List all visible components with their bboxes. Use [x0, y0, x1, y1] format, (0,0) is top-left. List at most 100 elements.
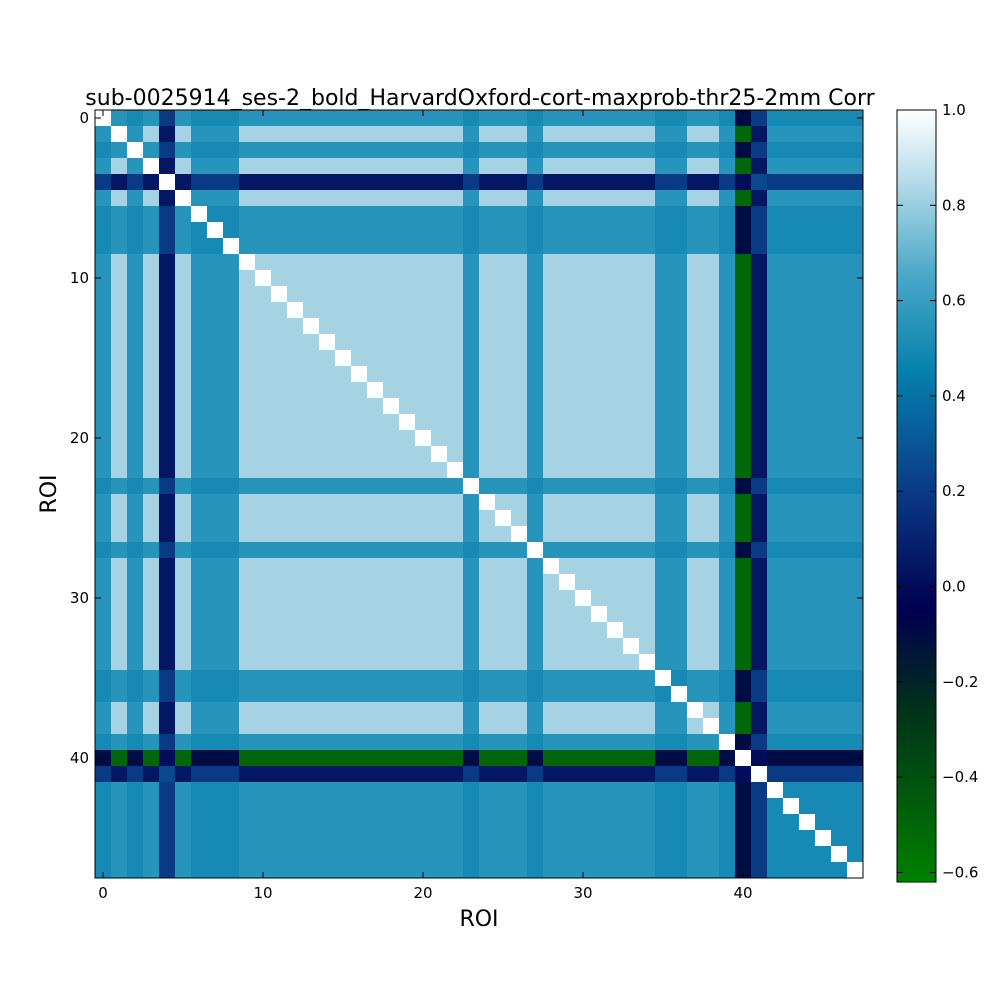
heatmap-cell [351, 366, 368, 383]
heatmap-cell [735, 238, 752, 255]
heatmap-cell [607, 302, 624, 319]
heatmap-cell [143, 798, 160, 815]
heatmap-cell [639, 286, 656, 303]
heatmap-cell [159, 590, 176, 607]
colorbar-tick-label: −0.2 [942, 673, 978, 691]
heatmap-cell [431, 782, 448, 799]
heatmap-cell [735, 382, 752, 399]
heatmap-cell [815, 846, 832, 863]
heatmap-cell [575, 318, 592, 335]
heatmap-cell [95, 206, 112, 223]
heatmap-cell [559, 126, 576, 143]
heatmap-cell [607, 590, 624, 607]
heatmap-cell [335, 190, 352, 207]
heatmap-cell [687, 654, 704, 671]
heatmap-cell [623, 222, 640, 239]
heatmap-cell [143, 430, 160, 447]
heatmap-cell [415, 590, 432, 607]
heatmap-cell [623, 782, 640, 799]
heatmap-cell [783, 526, 800, 543]
heatmap-cell [351, 446, 368, 463]
heatmap-cell [415, 430, 432, 447]
heatmap-cell [735, 782, 752, 799]
heatmap-cell [223, 638, 240, 655]
x-tick-label: 40 [733, 884, 752, 902]
heatmap-cell [719, 526, 736, 543]
heatmap-cell [303, 462, 320, 479]
heatmap-cell [655, 622, 672, 639]
heatmap-cell [191, 142, 208, 159]
heatmap-cell [543, 654, 560, 671]
heatmap-cell [703, 766, 720, 783]
heatmap-cell [815, 238, 832, 255]
heatmap-cell [239, 254, 256, 271]
heatmap-cell [431, 862, 448, 879]
heatmap-cell [431, 302, 448, 319]
heatmap-cell [207, 238, 224, 255]
heatmap-cell [431, 286, 448, 303]
heatmap-cell [591, 590, 608, 607]
heatmap-cell [751, 606, 768, 623]
heatmap-cell [239, 526, 256, 543]
heatmap-cell [351, 702, 368, 719]
heatmap-cell [783, 206, 800, 223]
heatmap-cell [591, 718, 608, 735]
heatmap-cell [95, 782, 112, 799]
heatmap-cell [607, 398, 624, 415]
heatmap-cell [751, 734, 768, 751]
heatmap-cell [143, 574, 160, 591]
heatmap-cell [111, 750, 128, 767]
heatmap-cell [751, 718, 768, 735]
heatmap-cell [399, 366, 416, 383]
heatmap-cell [127, 686, 144, 703]
heatmap-cell [495, 446, 512, 463]
heatmap-cell [655, 350, 672, 367]
heatmap-cell [735, 158, 752, 175]
heatmap-cell [719, 654, 736, 671]
heatmap-cell [783, 254, 800, 271]
heatmap-cell [111, 142, 128, 159]
heatmap-cell [559, 798, 576, 815]
heatmap-cell [303, 766, 320, 783]
heatmap-cell [639, 734, 656, 751]
heatmap-cell [159, 302, 176, 319]
heatmap-cell [303, 638, 320, 655]
heatmap-cell [575, 206, 592, 223]
heatmap-cell [783, 494, 800, 511]
heatmap-cell [175, 126, 192, 143]
heatmap-cell [271, 654, 288, 671]
heatmap-cell [735, 190, 752, 207]
heatmap-cell [655, 446, 672, 463]
heatmap-cell [447, 382, 464, 399]
heatmap-cell [639, 590, 656, 607]
heatmap-cell [223, 430, 240, 447]
heatmap-cell [575, 686, 592, 703]
heatmap-cell [223, 462, 240, 479]
heatmap-cell [639, 238, 656, 255]
heatmap-cell [815, 382, 832, 399]
heatmap-cell [559, 446, 576, 463]
heatmap-cell [703, 334, 720, 351]
heatmap-cell [207, 526, 224, 543]
heatmap-cell [143, 158, 160, 175]
heatmap-cell [319, 814, 336, 831]
heatmap-cell [239, 142, 256, 159]
heatmap-cell [239, 830, 256, 847]
heatmap-cell [495, 686, 512, 703]
heatmap-cell [399, 126, 416, 143]
heatmap-cell [527, 398, 544, 415]
heatmap-cell [799, 110, 816, 127]
heatmap-cell [367, 830, 384, 847]
heatmap-cell [287, 526, 304, 543]
heatmap-cell [431, 318, 448, 335]
heatmap-cell [655, 430, 672, 447]
heatmap-cell [303, 606, 320, 623]
heatmap-cell [287, 382, 304, 399]
heatmap-cell [767, 318, 784, 335]
heatmap-cell [719, 110, 736, 127]
heatmap-cell [751, 174, 768, 191]
heatmap-cell [831, 830, 848, 847]
heatmap-cell [191, 574, 208, 591]
heatmap-cell [207, 366, 224, 383]
heatmap-cell [735, 526, 752, 543]
